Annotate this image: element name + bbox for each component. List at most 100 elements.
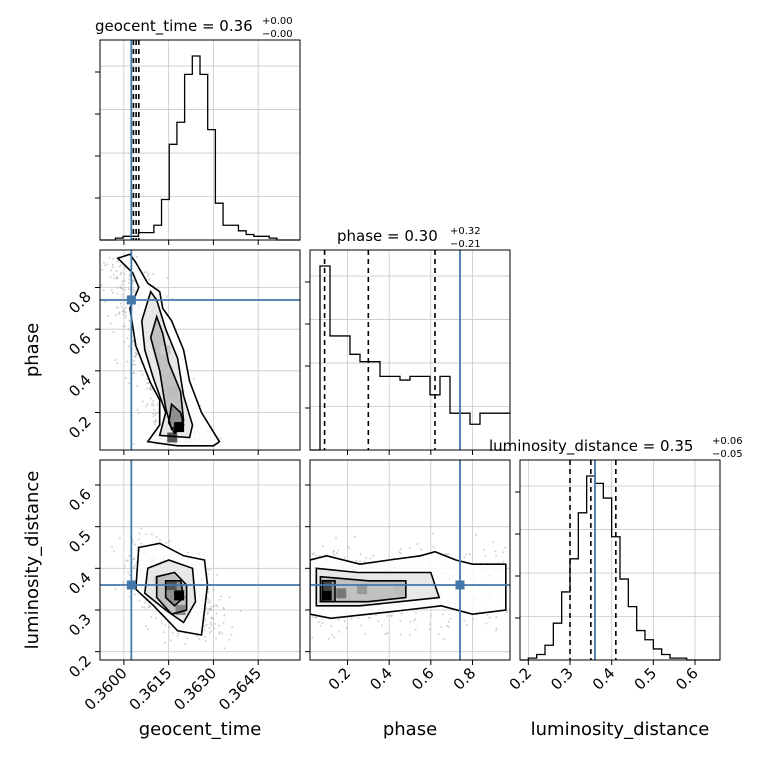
- pair-phase-geocent-sample: [151, 402, 154, 405]
- pair-distance-phase-plotarea: [310, 532, 508, 641]
- title-phase-minus: −0.21: [450, 239, 481, 250]
- pair-distance-geocent-sample: [207, 591, 210, 594]
- panel-2d-phase-vs-geocent-time: 0.2 0.4 0.6 0.8: [65, 249, 301, 455]
- pair-distance-phase-sample: [380, 624, 383, 627]
- pair-distance-geocent-sample: [228, 596, 231, 599]
- pair-phase-geocent-density-cell-0: [174, 422, 185, 433]
- pair-distance-phase-sample: [483, 548, 486, 551]
- pair-distance-phase-sample: [386, 632, 389, 635]
- pair-phase-geocent-sample: [116, 277, 119, 280]
- pair-phase-geocent-sample: [123, 266, 126, 269]
- pair-distance-geocent-yticklabel-3: 0.5: [65, 527, 95, 557]
- pair-phase-geocent-sample: [93, 263, 95, 265]
- pair-distance-geocent-sample: [215, 637, 218, 640]
- pair-distance-geocent-sample: [150, 615, 153, 618]
- pair-distance-geocent-sample: [210, 617, 213, 620]
- pair-phase-geocent-sample: [121, 293, 124, 296]
- pair-distance-phase-sample: [413, 619, 416, 622]
- pair-distance-geocent-sample: [230, 633, 233, 636]
- pair-phase-geocent-sample: [133, 442, 136, 445]
- pair-phase-geocent-level-fill-2: [150, 316, 184, 430]
- pair-distance-geocent-sample: [133, 593, 136, 596]
- pair-phase-geocent-sample: [103, 264, 106, 267]
- pair-distance-geocent-sample: [215, 612, 218, 615]
- title-geocent-time-plus: +0.00: [262, 16, 293, 27]
- pair-phase-geocent-sample: [132, 291, 135, 294]
- pair-phase-geocent-sample: [153, 408, 156, 411]
- pair-distance-geocent-sample: [95, 541, 97, 543]
- pair-distance-geocent-sample: [207, 607, 210, 610]
- pair-distance-phase-sample: [390, 615, 393, 618]
- pair-phase-geocent-sample: [136, 255, 139, 258]
- pair-phase-geocent-sample: [116, 306, 118, 309]
- pair-distance-geocent-sample: [207, 601, 210, 604]
- pair-distance-phase-sample: [441, 613, 444, 616]
- pair-distance-geocent-sample: [208, 627, 211, 629]
- pair-phase-geocent-sample: [132, 339, 135, 342]
- hist-phase-frame: [309, 249, 511, 451]
- pair-distance-phase-sample: [399, 633, 402, 636]
- pair-phase-geocent-sample: [120, 272, 123, 274]
- pair-phase-geocent-sample: [114, 314, 117, 317]
- pair-distance-phase-density-cell-0: [321, 590, 332, 601]
- pair-distance-geocent-sample: [154, 617, 157, 620]
- pair-phase-geocent-sample: [123, 273, 126, 276]
- pair-distance-geocent-density-cell-2: [175, 605, 186, 615]
- hist-lumdist-xticklabel-4: 0.6: [672, 664, 702, 694]
- pair-distance-phase-sample: [449, 618, 452, 620]
- pair-distance-geocent-sample: [118, 537, 121, 540]
- pair-distance-geocent-sample: [144, 533, 147, 535]
- pair-phase-geocent-sample: [131, 363, 134, 366]
- pair-distance-phase-sample: [409, 634, 411, 637]
- pair-distance-phase-sample: [365, 557, 368, 560]
- pair-phase-geocent-sample: [121, 288, 124, 290]
- pair-phase-geocent-sample: [116, 260, 119, 263]
- pair-distance-phase-sample: [345, 627, 348, 630]
- title-phase: phase = 0.30: [337, 227, 438, 245]
- pair-distance-geocent-sample: [169, 639, 172, 642]
- pair-distance-phase-sample: [315, 554, 317, 557]
- pair-distance-geocent-sample: [205, 607, 208, 610]
- pair-distance-phase-sample: [311, 552, 314, 555]
- pair-distance-phase-xticklabel-1: 0.4: [366, 664, 396, 694]
- pair-distance-geocent-sample: [223, 608, 225, 611]
- pair-phase-geocent-sample: [112, 258, 115, 260]
- title-geocent-time: geocent_time = 0.36: [95, 17, 253, 36]
- pair-distance-phase-sample: [447, 625, 450, 628]
- pair-distance-geocent-sample: [160, 620, 163, 623]
- pair-phase-geocent-sample: [117, 313, 120, 316]
- pair-phase-geocent-sample: [127, 288, 130, 290]
- pair-distance-geocent-sample: [133, 557, 136, 560]
- pair-distance-phase-sample: [431, 532, 434, 535]
- hist-phase-step: [310, 265, 510, 451]
- pair-distance-geocent-sample: [206, 597, 209, 600]
- pair-phase-geocent-sample: [128, 281, 131, 284]
- pair-distance-phase-sample: [398, 551, 401, 554]
- pair-distance-geocent-sample: [133, 558, 135, 561]
- ylabel-phase: phase: [22, 323, 43, 377]
- pair-distance-phase-sample: [357, 617, 360, 619]
- pair-distance-phase-sample: [319, 624, 322, 627]
- pair-distance-geocent-sample: [218, 632, 221, 635]
- pair-distance-phase-sample: [321, 622, 324, 625]
- pair-distance-geocent-sample: [147, 606, 150, 609]
- pair-phase-geocent-sample: [120, 287, 123, 290]
- pair-phase-geocent-sample: [148, 388, 151, 391]
- pair-distance-phase-sample: [488, 616, 491, 619]
- panel-hist-geocent-time: [95, 39, 301, 245]
- pair-distance-phase-sample: [350, 617, 353, 620]
- pair-distance-phase-sample: [463, 619, 466, 622]
- pair-distance-geocent-sample: [141, 605, 144, 608]
- pair-phase-geocent-sample: [136, 385, 139, 387]
- pair-phase-geocent-sample: [126, 337, 129, 340]
- pair-phase-geocent-sample: [97, 292, 99, 294]
- pair-distance-geocent-sample: [209, 623, 212, 626]
- pair-phase-geocent-sample: [119, 286, 122, 288]
- pair-phase-geocent-sample: [116, 306, 119, 309]
- pair-phase-geocent-sample: [154, 420, 157, 423]
- pair-phase-geocent-sample: [124, 316, 127, 319]
- pair-distance-phase-sample: [428, 628, 431, 631]
- pair-phase-geocent-sample: [104, 300, 107, 303]
- pair-distance-geocent-sample: [162, 631, 165, 634]
